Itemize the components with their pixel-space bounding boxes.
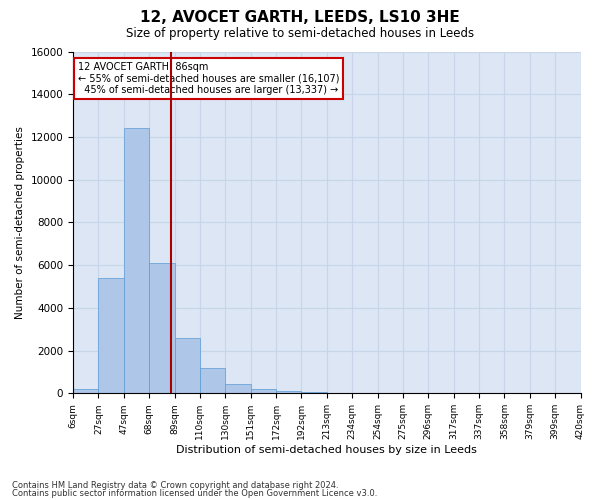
Bar — [225, 384, 251, 394]
Text: 12 AVOCET GARTH: 86sqm
← 55% of semi-detached houses are smaller (16,107)
  45% : 12 AVOCET GARTH: 86sqm ← 55% of semi-det… — [78, 62, 340, 95]
Bar — [73, 389, 98, 394]
Bar — [251, 389, 276, 394]
Bar — [301, 392, 327, 394]
Bar — [175, 338, 200, 394]
Bar — [98, 278, 124, 394]
Bar — [276, 391, 301, 394]
Bar — [124, 128, 149, 394]
Text: Contains public sector information licensed under the Open Government Licence v3: Contains public sector information licen… — [12, 488, 377, 498]
Text: 12, AVOCET GARTH, LEEDS, LS10 3HE: 12, AVOCET GARTH, LEEDS, LS10 3HE — [140, 10, 460, 25]
Text: Contains HM Land Registry data © Crown copyright and database right 2024.: Contains HM Land Registry data © Crown c… — [12, 481, 338, 490]
X-axis label: Distribution of semi-detached houses by size in Leeds: Distribution of semi-detached houses by … — [176, 445, 477, 455]
Text: Size of property relative to semi-detached houses in Leeds: Size of property relative to semi-detach… — [126, 28, 474, 40]
Y-axis label: Number of semi-detached properties: Number of semi-detached properties — [15, 126, 25, 319]
Bar — [149, 263, 175, 394]
Bar — [200, 368, 225, 394]
